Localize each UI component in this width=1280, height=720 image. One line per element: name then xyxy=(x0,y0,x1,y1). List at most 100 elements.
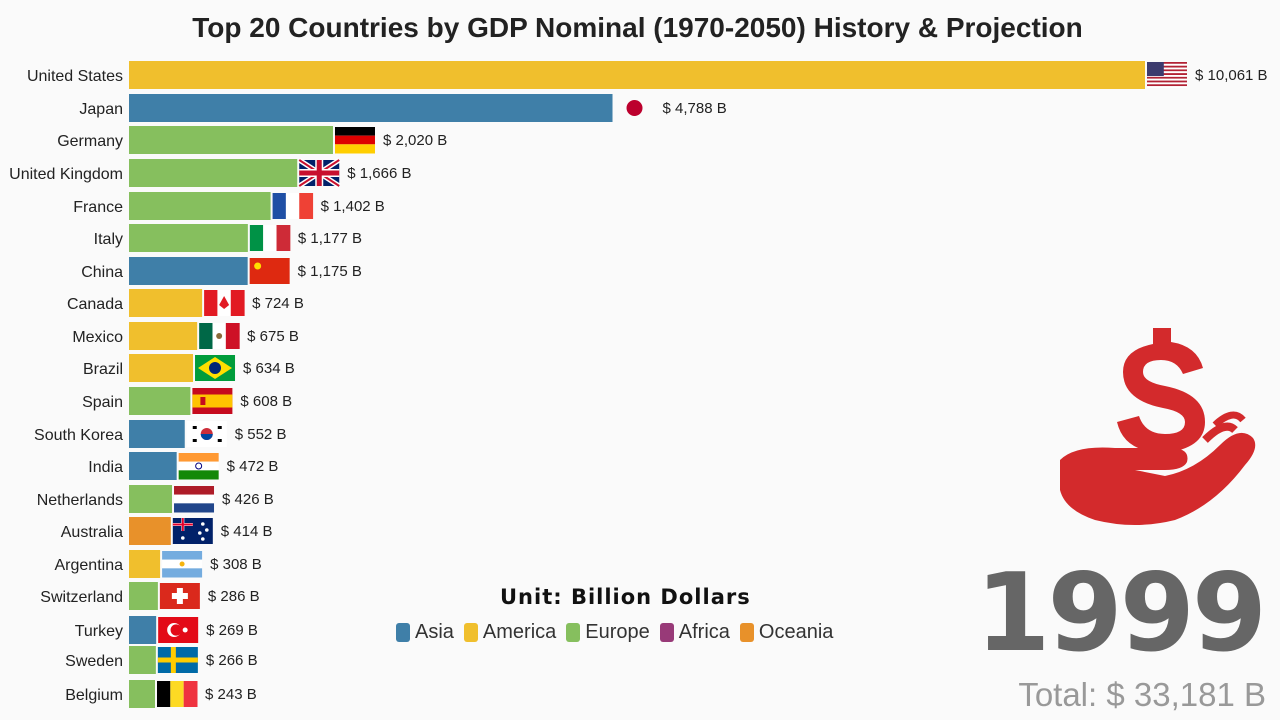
legend-item: Asia xyxy=(396,620,454,644)
value-label: $ 243 B xyxy=(205,686,257,703)
bar-row: Sweden $ 266 B xyxy=(65,646,258,674)
italy-flag-icon xyxy=(249,225,291,251)
legend-swatch xyxy=(396,622,410,642)
canada-flag-icon xyxy=(204,290,245,316)
country-label: Argentina xyxy=(55,557,124,574)
value-label: $ 2,020 B xyxy=(383,132,447,149)
bar-row: Turkey $ 269 B xyxy=(75,616,258,644)
bar-row: Canada $ 724 B xyxy=(67,289,304,317)
value-label: $ 4,788 B xyxy=(663,100,727,117)
country-label: Netherlands xyxy=(37,492,123,509)
country-label: United Kingdom xyxy=(9,166,123,183)
chart-title: Top 20 Countries by GDP Nominal (1970-20… xyxy=(192,12,1083,43)
south-korea-flag-icon xyxy=(186,421,227,447)
value-label: $ 552 B xyxy=(235,426,287,443)
bar-row: Belgium $ 243 B xyxy=(65,680,257,708)
switzerland-flag-icon xyxy=(159,583,200,609)
china-flag-icon xyxy=(249,258,290,284)
bar-row: Japan $ 4,788 B xyxy=(79,94,727,122)
france-flag-icon xyxy=(272,193,314,219)
bar-row: India $ 472 B xyxy=(88,452,278,480)
value-label: $ 634 B xyxy=(243,360,295,377)
germany-flag-icon xyxy=(334,127,375,154)
legend-label: America xyxy=(482,621,557,643)
value-label: $ 724 B xyxy=(252,295,304,312)
bar-row: South Korea $ 552 B xyxy=(34,420,286,448)
bar xyxy=(129,582,158,610)
bar-row: Switzerland $ 286 B xyxy=(40,582,260,610)
bar-row: France $ 1,402 B xyxy=(73,192,385,220)
bar-row: Brazil $ 634 B xyxy=(83,354,295,382)
value-label: $ 1,402 B xyxy=(321,198,385,215)
netherlands-flag-icon xyxy=(174,486,215,513)
bar-row: United Kingdom $ 1,666 B xyxy=(9,157,411,189)
legend-label: Oceania xyxy=(758,621,834,643)
bar-row: Germany $ 2,020 B xyxy=(57,126,447,154)
legend-item: America xyxy=(463,620,557,644)
bar xyxy=(129,224,248,252)
bar xyxy=(129,126,333,154)
value-label: $ 1,666 B xyxy=(347,165,411,182)
legend-label: Asia xyxy=(415,621,454,643)
bar xyxy=(129,680,155,708)
country-label: Brazil xyxy=(83,361,123,378)
country-label: Belgium xyxy=(65,687,123,704)
value-label: $ 269 B xyxy=(206,622,258,639)
bar-row: United States $ 10,061 B xyxy=(27,61,1268,89)
value-label: $ 1,177 B xyxy=(298,230,362,247)
value-label: $ 308 B xyxy=(210,556,262,573)
legend-swatch xyxy=(463,622,478,642)
bar xyxy=(129,61,1145,89)
legend-swatch xyxy=(659,622,674,642)
belgium-flag-icon xyxy=(157,681,198,707)
total-label: Total: $ 33,181 B xyxy=(1018,676,1266,713)
legend-item: Europe xyxy=(566,620,650,644)
country-label: Australia xyxy=(61,524,123,541)
bar-row: Australia $ 414 B xyxy=(61,517,273,545)
brazil-flag-icon xyxy=(195,355,236,381)
bar xyxy=(129,354,194,382)
bar-row: Argentina $ 308 B xyxy=(55,550,262,578)
value-label: $ 608 B xyxy=(240,393,292,410)
country-label: Sweden xyxy=(65,653,123,670)
country-label: Spain xyxy=(82,394,123,411)
country-label: Germany xyxy=(57,133,123,150)
value-label: $ 414 B xyxy=(221,523,273,540)
bar xyxy=(129,159,298,187)
bar xyxy=(129,94,613,122)
value-label: $ 286 B xyxy=(208,588,260,605)
spain-flag-icon xyxy=(192,388,233,414)
bar-row: China $ 1,175 B xyxy=(81,257,362,285)
sweden-flag-icon xyxy=(157,647,198,673)
country-label: Turkey xyxy=(75,623,123,640)
bar-row: Mexico $ 675 B xyxy=(72,322,299,350)
us-flag-icon xyxy=(1147,62,1187,88)
value-label: $ 10,061 B xyxy=(1195,67,1268,84)
india-flag-icon xyxy=(178,453,219,480)
bar xyxy=(129,646,156,674)
bar xyxy=(129,517,171,545)
bar xyxy=(129,289,203,317)
money-hand-icon xyxy=(1060,328,1256,525)
country-label: Italy xyxy=(94,231,123,248)
bar xyxy=(129,452,177,480)
bar xyxy=(129,485,173,513)
value-label: $ 426 B xyxy=(222,491,274,508)
country-label: Mexico xyxy=(72,329,123,346)
bar-row: Italy $ 1,177 B xyxy=(94,224,362,252)
value-label: $ 675 B xyxy=(247,328,299,345)
legend-swatch xyxy=(739,622,754,642)
legend-item: Oceania xyxy=(739,620,834,644)
legend-label: Europe xyxy=(585,621,650,643)
bar xyxy=(129,387,191,415)
country-label: Switzerland xyxy=(40,589,123,606)
country-label: Japan xyxy=(79,101,123,118)
bar xyxy=(129,420,185,448)
mexico-flag-icon xyxy=(199,323,240,349)
country-label: South Korea xyxy=(34,427,123,444)
bar xyxy=(129,192,271,220)
value-label: $ 1,175 B xyxy=(298,263,362,280)
year-label: 1999 xyxy=(975,551,1267,676)
argentina-flag-icon xyxy=(162,551,203,578)
